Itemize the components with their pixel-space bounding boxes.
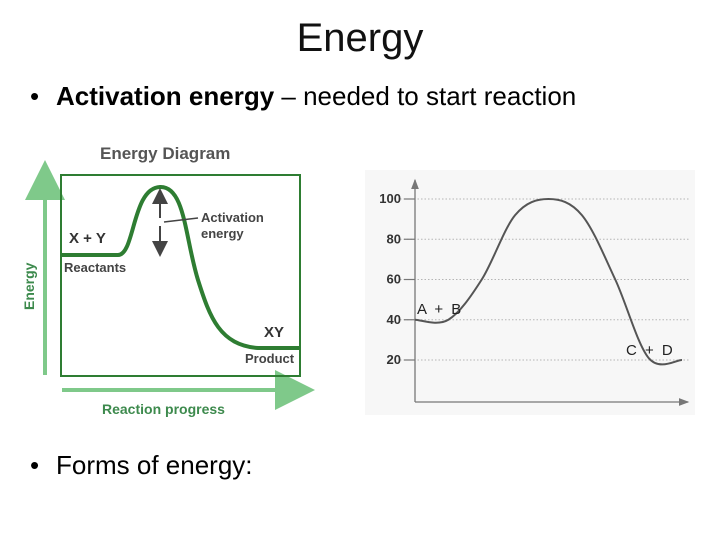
activation-pointer-line xyxy=(163,217,199,223)
product-label: Product xyxy=(245,351,295,366)
bullet-dot: • xyxy=(30,450,40,480)
tick-label-80: 80 xyxy=(387,231,401,246)
tick-label-40: 40 xyxy=(387,312,401,327)
reactants-label: Reactants xyxy=(64,260,126,275)
reaction-energy-line xyxy=(414,197,683,366)
energy-curve xyxy=(61,184,300,350)
activation-label-line2: energy xyxy=(201,226,244,241)
tick-label-20: 20 xyxy=(387,352,401,367)
energy-diagram-title: Energy Diagram xyxy=(100,144,230,163)
bullet-forms-of-energy: • Forms of energy: xyxy=(30,449,253,481)
products-cd-label: C + D xyxy=(626,342,675,359)
chart-background xyxy=(365,170,695,415)
progress-axis-label: Reaction progress xyxy=(102,401,225,417)
bullet-activation-energy: • Activation energy – needed to start rea… xyxy=(30,80,576,112)
chart-y-ticks: 20 40 60 80 100 xyxy=(379,191,415,367)
bullet-bold-term: Activation energy xyxy=(56,81,275,111)
energy-diagram-frame xyxy=(60,174,301,377)
reactants-ab-label: A + B xyxy=(417,301,463,318)
slide-title: Energy xyxy=(296,16,424,60)
bullet-text: Forms of energy: xyxy=(56,450,253,480)
reaction-energy-chart: 20 40 60 80 100 A + B C + D xyxy=(365,170,695,415)
energy-axis-label: Energy xyxy=(21,262,37,310)
activation-label-line1: Activation xyxy=(201,210,264,225)
tick-label-100: 100 xyxy=(379,191,401,206)
energy-diagram: Energy Diagram Energy Reaction progress … xyxy=(21,144,315,417)
bullet-text: – needed to start reaction xyxy=(274,81,577,111)
tick-label-60: 60 xyxy=(387,272,401,287)
product-formula: XY xyxy=(264,324,284,341)
reactant-formula: X + Y xyxy=(69,230,106,247)
bullet-dot: • xyxy=(30,81,40,111)
